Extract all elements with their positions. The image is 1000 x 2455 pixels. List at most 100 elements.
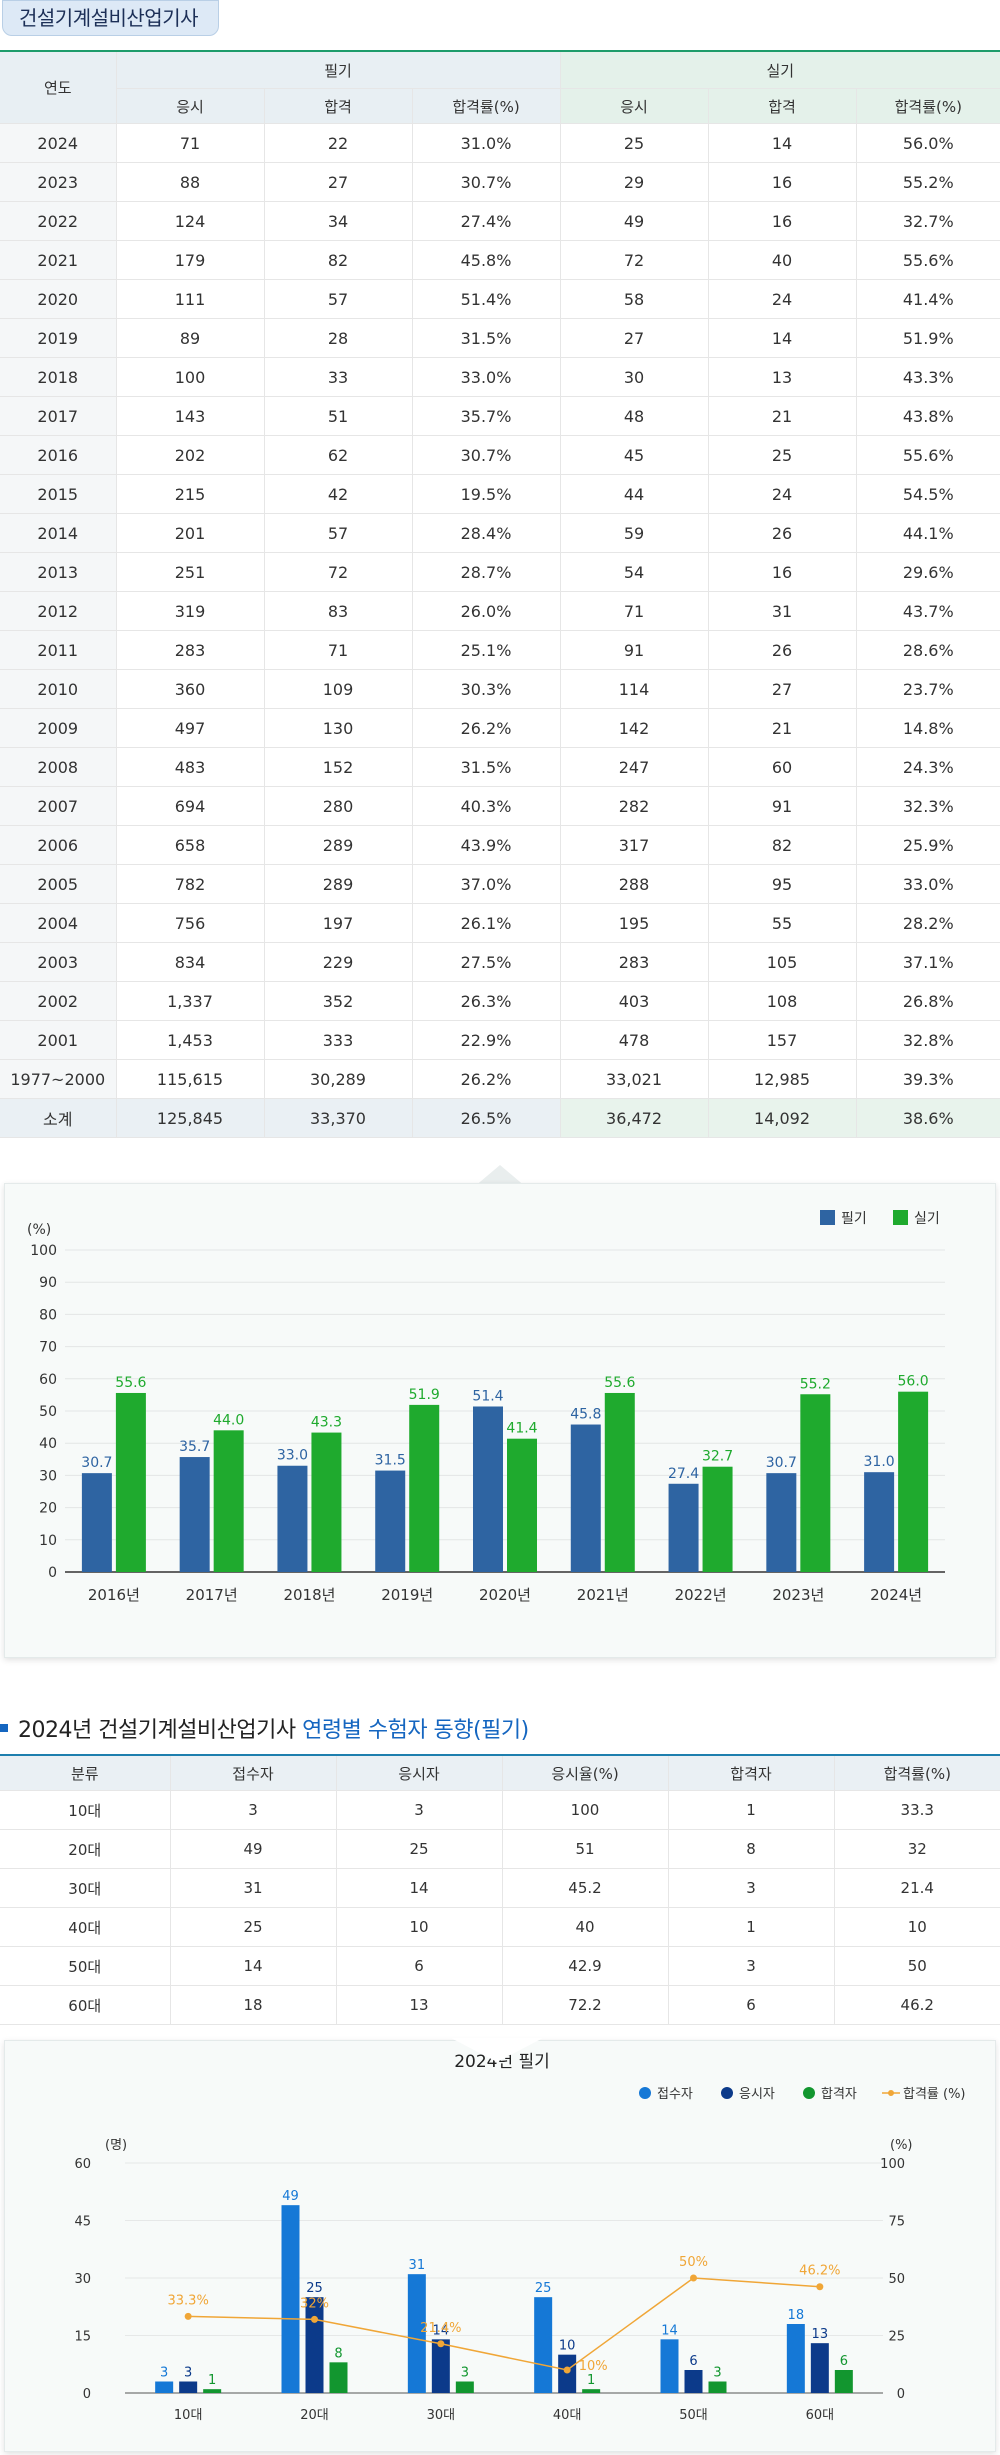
value-cell: 16 — [708, 552, 857, 592]
table-row: 2006 658 289 43.9% 317 82 25.9% — [0, 825, 1000, 865]
value-cell: 44.1% — [856, 513, 1000, 553]
value-cell: 71 — [264, 630, 413, 670]
data-label: 55.6 — [604, 1375, 635, 1391]
value-cell: 27 — [560, 318, 709, 358]
rate-point — [563, 2366, 571, 2374]
bar-attended — [179, 2381, 198, 2393]
y-tick-label: 15 — [74, 2330, 91, 2345]
value-cell: 16 — [708, 201, 857, 241]
value-cell: 202 — [116, 435, 265, 475]
table-row: 2017 143 51 35.7% 48 21 43.8% — [0, 396, 1000, 436]
bar-attended — [305, 2297, 324, 2393]
table-row: 2023 88 27 30.7% 29 16 55.2% — [0, 162, 1000, 202]
year-cell: 2015 — [0, 474, 117, 514]
value-cell: 143 — [116, 396, 265, 436]
value-cell: 6 — [668, 1985, 835, 2025]
year-cell: 2022 — [0, 201, 117, 241]
value-cell: 54.5% — [856, 474, 1000, 514]
table-row: 2013 251 72 28.7% 54 16 29.6% — [0, 552, 1000, 592]
value-cell: 14.8% — [856, 708, 1000, 748]
table-row: 2001 1,453 333 22.9% 478 157 32.8% — [0, 1020, 1000, 1060]
value-cell: 319 — [116, 591, 265, 631]
value-cell: 12,985 — [708, 1059, 857, 1099]
year-cell: 2009 — [0, 708, 117, 748]
value-cell: 124 — [116, 201, 265, 241]
value-cell: 40.3% — [412, 786, 561, 826]
value-cell: 41.4% — [856, 279, 1000, 319]
year-cell: 2013 — [0, 552, 117, 592]
subheader-written-rate: 합격률(%) — [412, 88, 561, 124]
value-cell: 34 — [264, 201, 413, 241]
legend-swatch — [820, 1210, 835, 1225]
value-cell: 26.1% — [412, 903, 561, 943]
bar-passed — [455, 2381, 474, 2393]
bar-practical — [898, 1391, 929, 1572]
value-cell: 10 — [834, 1907, 1000, 1947]
value-cell: 403 — [560, 981, 709, 1021]
data-label: 3 — [461, 2366, 469, 2381]
value-cell: 43.9% — [412, 825, 561, 865]
value-cell: 43.3% — [856, 357, 1000, 397]
year-cell: 2021 — [0, 240, 117, 280]
value-cell: 25.9% — [856, 825, 1000, 865]
value-cell: 31 — [708, 591, 857, 631]
legend-label: 합격자 — [821, 2087, 857, 2102]
x-tick-label: 2022년 — [675, 1586, 727, 1604]
bar-written — [473, 1406, 503, 1572]
total-cell: 38.6% — [856, 1098, 1000, 1138]
value-cell: 3 — [336, 1790, 503, 1830]
subheader-practical-applied: 응시 — [560, 88, 709, 124]
value-cell: 33.0% — [412, 357, 561, 397]
value-cell: 288 — [560, 864, 709, 904]
total-cell: 125,845 — [116, 1098, 265, 1138]
value-cell: 283 — [560, 942, 709, 982]
x-tick-label: 2020년 — [479, 1586, 531, 1604]
x-tick-label: 2021년 — [577, 1586, 629, 1604]
rate-label: 50% — [679, 2255, 708, 2270]
data-label: 3 — [184, 2366, 192, 2381]
value-cell: 82 — [708, 825, 857, 865]
section2-divider — [0, 1754, 1000, 1756]
value-cell: 35.7% — [412, 396, 561, 436]
value-cell: 32.3% — [856, 786, 1000, 826]
year-cell: 2003 — [0, 942, 117, 982]
value-cell: 30 — [560, 357, 709, 397]
value-cell: 91 — [708, 786, 857, 826]
bar-attended — [684, 2370, 703, 2393]
bar-received — [534, 2297, 553, 2393]
value-cell: 26.3% — [412, 981, 561, 1021]
value-cell: 26 — [708, 630, 857, 670]
value-cell: 14 — [170, 1946, 337, 1986]
x-tick-label: 30대 — [427, 2408, 456, 2423]
total-label: 소계 — [0, 1098, 117, 1138]
legend-label: 필기 — [841, 1211, 867, 1227]
bar-written — [179, 1457, 210, 1572]
table-row: 2002 1,337 352 26.3% 403 108 26.8% — [0, 981, 1000, 1021]
age-chart-panel: 2024년 필기 0 15 30 45 60 0 25 50 75 100 (명) (%) 3 3 1 10대 4… — [4, 2040, 996, 2452]
y-tick-label: 45 — [74, 2215, 91, 2230]
table-row: 2004 756 197 26.1% 195 55 28.2% — [0, 903, 1000, 943]
y-tick-label: 60 — [39, 1372, 57, 1388]
age-header-attended: 응시자 — [336, 1756, 503, 1791]
value-cell: 51.4% — [412, 279, 561, 319]
rate-point — [816, 2283, 824, 2291]
x-tick-label: 20대 — [300, 2408, 329, 2423]
value-cell: 1 — [668, 1790, 835, 1830]
year-cell: 2002 — [0, 981, 117, 1021]
table-row: 2011 283 71 25.1% 91 26 28.6% — [0, 630, 1000, 670]
data-label: 51.4 — [472, 1388, 503, 1404]
total-cell: 33,370 — [264, 1098, 413, 1138]
bar-received — [407, 2274, 426, 2393]
bar-received — [660, 2339, 679, 2393]
data-label: 31 — [409, 2258, 426, 2273]
value-cell: 105 — [708, 942, 857, 982]
x-tick-label: 40대 — [553, 2408, 582, 2423]
value-cell: 45 — [560, 435, 709, 475]
x-tick-label: 2018년 — [283, 1586, 335, 1604]
value-cell: 25.1% — [412, 630, 561, 670]
table-row: 2015 215 42 19.5% 44 24 54.5% — [0, 474, 1000, 514]
bar-practical — [702, 1466, 733, 1572]
table-row: 2021 179 82 45.8% 72 40 55.6% — [0, 240, 1000, 280]
value-cell: 26.0% — [412, 591, 561, 631]
value-cell: 251 — [116, 552, 265, 592]
